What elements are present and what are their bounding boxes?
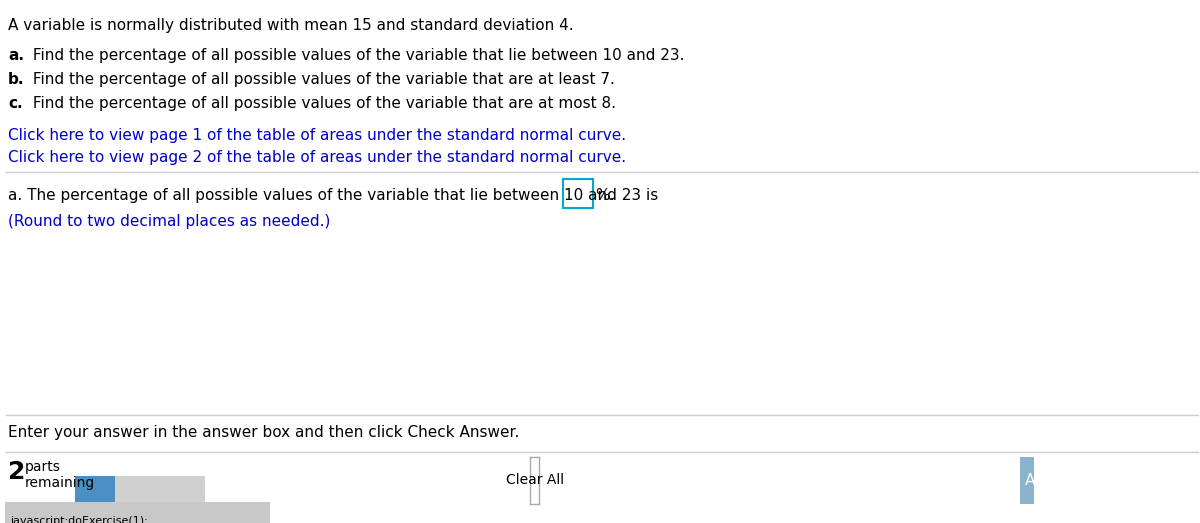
Text: Find the percentage of all possible values of the variable that are at least 7.: Find the percentage of all possible valu… xyxy=(28,72,614,87)
Text: b.: b. xyxy=(8,72,24,87)
Text: a. The percentage of all possible values of the variable that lie between 10 and: a. The percentage of all possible values… xyxy=(8,188,664,203)
Text: Find the percentage of all possible values of the variable that are at most 8.: Find the percentage of all possible valu… xyxy=(28,96,616,111)
Text: Find the percentage of all possible values of the variable that lie between 10 a: Find the percentage of all possible valu… xyxy=(28,48,684,63)
Text: Click here to view page 2 of the table of areas under the standard normal curve.: Click here to view page 2 of the table o… xyxy=(8,150,626,165)
Text: Click here to view page 1 of the table of areas under the standard normal curve.: Click here to view page 1 of the table o… xyxy=(8,128,626,143)
Text: Check Answer: Check Answer xyxy=(973,473,1081,488)
Text: (Round to two decimal places as needed.): (Round to two decimal places as needed.) xyxy=(8,214,330,229)
Text: remaining: remaining xyxy=(25,476,95,490)
Text: javascript:doExercise(1):: javascript:doExercise(1): xyxy=(10,516,148,523)
Text: 2: 2 xyxy=(8,460,25,484)
Text: parts: parts xyxy=(25,460,61,474)
Text: %.: %. xyxy=(595,188,614,203)
Text: Enter your answer in the answer box and then click Check Answer.: Enter your answer in the answer box and … xyxy=(8,425,520,440)
Text: a.: a. xyxy=(8,48,24,63)
Text: A variable is normally distributed with mean 15 and standard deviation 4.: A variable is normally distributed with … xyxy=(8,18,574,33)
Text: Clear All: Clear All xyxy=(505,473,564,487)
Text: c.: c. xyxy=(8,96,23,111)
